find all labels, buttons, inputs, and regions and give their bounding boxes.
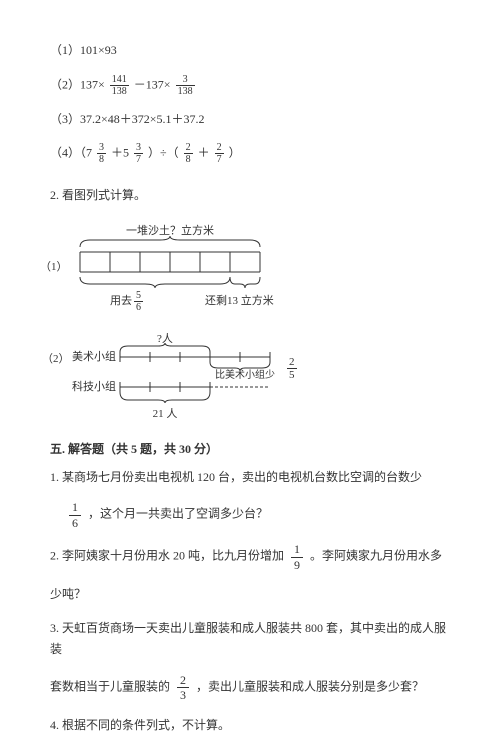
q2-title: 2. 看图列式计算。 (50, 185, 450, 207)
less-label: 比美术小组少 (215, 366, 275, 381)
fraction: 3 8 (97, 142, 106, 165)
diagram-1: （1） 一堆沙土？立方米 用去56 还剩13 立方米 (70, 222, 450, 317)
text: 2. 李阿姨家十月份用水 20 吨，比九月份增加 (50, 549, 287, 563)
text: 。李阿姨家九月份用水多 (310, 549, 442, 563)
text: 套数相当于儿童服装的 (50, 679, 173, 693)
fraction: 3 7 (134, 142, 143, 165)
text: ＋5 (111, 145, 132, 159)
diagram-label: （2） (42, 350, 70, 366)
text: ） (229, 145, 241, 159)
problem-3a: 3. 天虹百货商场一天卖出儿童服装和成人服装共 800 套，其中卖出的成人服装 (50, 618, 450, 661)
diagram-2: （2） ?人 美术小组 科技小组 21 人 比美术小组少 (70, 332, 450, 422)
text: ，卖出儿童服装和成人服装分别是多少套？ (196, 679, 424, 693)
text: ，这个月一共卖出了空调多少台？ (88, 507, 268, 521)
bottom-label: 21 人 (153, 407, 178, 420)
diagram-label: （1） (40, 258, 68, 274)
fraction: 2 7 (215, 142, 224, 165)
top-text: 一堆沙土？立方米 (126, 223, 214, 237)
problem-1a: 1. 某商场七月份卖出电视机 120 台，卖出的电视机台数比空调的台数少 (50, 467, 450, 489)
text: （4）（7 (50, 145, 95, 159)
section-5-title: 五. 解答题（共 5 题，共 30 分） (50, 440, 450, 457)
row1-label: 美术小组 (72, 349, 116, 363)
q1-item3: （3）37.2×48＋372×5.1＋37.2 (50, 109, 450, 131)
fraction: 1 9 (291, 542, 303, 572)
row2-label: 科技小组 (72, 379, 116, 393)
fraction: 3 138 (176, 74, 195, 97)
problem-3b: 套数相当于儿童服装的 2 3 ，卖出儿童服装和成人服装分别是多少套？ (50, 673, 450, 703)
remain-label: 还剩13 立方米 (205, 292, 274, 308)
problem-2a: 2. 李阿姨家十月份用水 20 吨，比九月份增加 1 9 。李阿姨家九月份用水多 (50, 542, 450, 572)
fraction: 2 3 (177, 673, 189, 703)
q1-item2: （2）137× 141 138 －137× 3 138 (50, 74, 450, 97)
text: ）÷（ (148, 145, 182, 159)
fraction: 141 138 (110, 74, 129, 97)
fraction: 1 6 (69, 500, 81, 530)
less-frac: 25 (285, 356, 299, 381)
text: ＋ (198, 145, 213, 159)
used-label: 用去56 (110, 290, 145, 313)
fraction: 2 8 (184, 142, 193, 165)
problem-2c: 少吨？ (50, 584, 450, 606)
q1-item1: （1）101×93 (50, 40, 450, 62)
text: －137× (134, 77, 174, 91)
text: （2）137× (50, 77, 108, 91)
problem-1b: 1 6 ，这个月一共卖出了空调多少台？ (65, 500, 450, 530)
q1-item4: （4）（7 3 8 ＋5 3 7 ）÷（ 2 8 ＋ 2 7 ） (50, 142, 450, 165)
problem-4: 4. 根据不同的条件列式，不计算。 (50, 715, 450, 736)
